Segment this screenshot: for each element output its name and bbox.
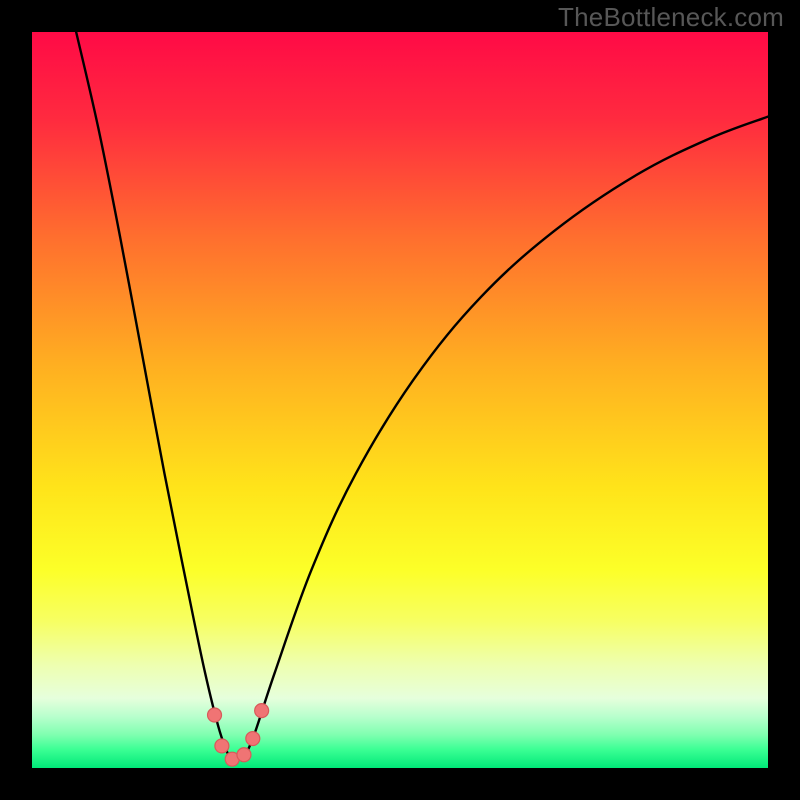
notch-marker: [237, 748, 251, 762]
notch-marker: [246, 732, 260, 746]
notch-marker: [208, 708, 222, 722]
watermark-text: TheBottleneck.com: [558, 2, 784, 33]
chart-frame: TheBottleneck.com: [0, 0, 800, 800]
notch-marker: [255, 704, 269, 718]
curve-right-branch: [242, 117, 768, 761]
plot-area: [32, 32, 768, 768]
notch-marker-group: [208, 704, 269, 767]
bottleneck-curve: [32, 32, 768, 768]
notch-marker: [215, 739, 229, 753]
curve-left-branch: [76, 32, 231, 761]
